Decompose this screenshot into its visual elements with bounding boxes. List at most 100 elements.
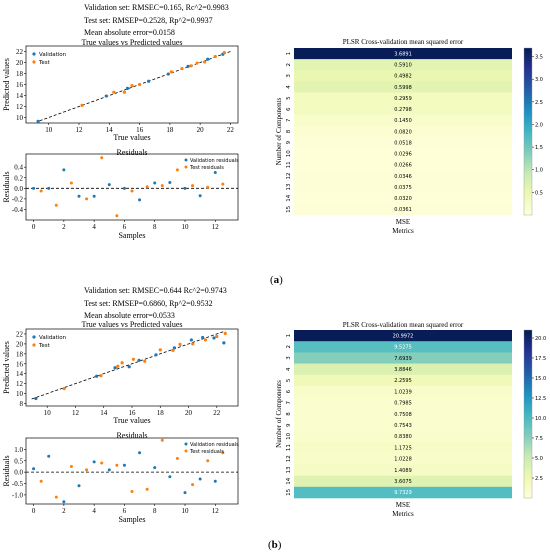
heatmap-cell bbox=[294, 475, 512, 488]
test-residual-point bbox=[191, 184, 195, 188]
colorbar-tick-label: 1.0 bbox=[535, 168, 543, 174]
heatmap-column-label: MSE bbox=[396, 218, 410, 226]
colorbar-segment bbox=[524, 436, 532, 440]
residuals-xlabel: Samples bbox=[118, 515, 145, 524]
heatmap-row-label: 11 bbox=[286, 161, 292, 168]
heatmap-cell-value: 0.7985 bbox=[394, 401, 412, 407]
residuals-ytick-label: 0.2 bbox=[14, 174, 23, 182]
residuals-xtick-label: 12 bbox=[212, 507, 220, 515]
heatmap-cell-value: 7.6939 bbox=[394, 356, 412, 362]
colorbar-segment bbox=[524, 394, 532, 398]
scatter-xtick-label: 14 bbox=[106, 126, 114, 134]
test-point bbox=[120, 361, 124, 365]
legend-test-residuals-marker bbox=[184, 165, 188, 169]
residuals-frame bbox=[25, 437, 239, 505]
colorbar-segment bbox=[524, 369, 532, 373]
colorbar-segment bbox=[524, 400, 532, 404]
colorbar-segment bbox=[524, 428, 532, 432]
heatmap-row-label: 10 bbox=[286, 432, 292, 439]
validation-point bbox=[34, 396, 38, 401]
identity-line bbox=[39, 50, 233, 122]
validation-residual-point bbox=[122, 186, 126, 190]
heatmap-row-label: 10 bbox=[286, 150, 292, 157]
validation-residual-point bbox=[183, 186, 187, 190]
colorbar-segment bbox=[524, 148, 532, 152]
colorbar-segment bbox=[524, 162, 532, 166]
heatmap-row-label: 14 bbox=[286, 194, 292, 201]
scatter-ytick-label: 12 bbox=[16, 380, 24, 388]
residuals-ytick-label: 0.0 bbox=[14, 185, 23, 193]
colorbar-segment bbox=[524, 212, 532, 216]
colorbar-segment bbox=[524, 139, 532, 144]
heatmap-cell bbox=[294, 159, 512, 171]
heatmap-cell-value: 0.7543 bbox=[394, 423, 412, 429]
scatter-ytick-label: 20 bbox=[16, 59, 24, 67]
colorbar-segment bbox=[524, 450, 532, 454]
validation-residual-point bbox=[198, 477, 202, 481]
colorbar-segment bbox=[524, 425, 532, 429]
heatmap-column-label: MSE bbox=[396, 501, 410, 509]
validation-residual-point bbox=[107, 468, 111, 472]
scatter-ytick-label: 14 bbox=[16, 92, 24, 100]
residuals-xtick-label: 0 bbox=[32, 507, 36, 515]
colorbar-segment bbox=[524, 53, 532, 57]
heatmap-cell-value: 0.2959 bbox=[394, 96, 412, 102]
colorbar-tick-label: 12.5 bbox=[535, 396, 546, 402]
heatmap-ylabel: Number of Components bbox=[275, 380, 283, 448]
validation-residual-point bbox=[92, 194, 96, 198]
heatmap-row-label: 9 bbox=[286, 423, 292, 427]
validation-residual-point bbox=[32, 467, 36, 471]
colorbar-segment bbox=[524, 458, 532, 462]
validation-residual-point bbox=[77, 194, 81, 198]
validation-point bbox=[154, 353, 158, 357]
heatmap-row-label: 4 bbox=[286, 85, 292, 89]
validation-residual-point bbox=[62, 168, 66, 172]
heatmap-cell bbox=[294, 430, 512, 443]
residuals-xtick-label: 10 bbox=[182, 223, 190, 231]
heatmap-row-label: 15 bbox=[286, 488, 292, 495]
residuals-title: Residuals bbox=[116, 148, 147, 157]
residuals-xtick-label: 0 bbox=[32, 223, 36, 231]
heatmap-row-label: 9 bbox=[286, 140, 292, 144]
scatter-ytick-label: 12 bbox=[16, 103, 24, 111]
colorbar-segment bbox=[524, 374, 532, 378]
colorbar-segment bbox=[524, 408, 532, 412]
residuals-ylabel: Residuals bbox=[2, 171, 11, 202]
colorbar-segment bbox=[524, 81, 532, 85]
colorbar-segment bbox=[524, 358, 532, 362]
colorbar-segment bbox=[524, 50, 532, 54]
residuals-plot: Residuals 0 2 4 6 8 10 12 -1.0 -0.5 0.0 0.5 1.0 Sampl… bbox=[2, 431, 239, 524]
colorbar-segment bbox=[524, 59, 532, 63]
heatmap-cell-value: 0.7508 bbox=[394, 412, 412, 418]
heatmap-cell bbox=[294, 70, 512, 82]
colorbar-segment bbox=[524, 89, 532, 93]
test-point bbox=[122, 90, 127, 94]
colorbar-segment bbox=[524, 67, 532, 71]
scatter-ytick-label: 18 bbox=[16, 70, 24, 78]
residuals-ytick-label: 1.0 bbox=[14, 446, 23, 454]
colorbar-segment bbox=[524, 150, 532, 155]
heatmap-cell-value: 9.5275 bbox=[394, 345, 412, 351]
residuals-ytick-label: -0.5 bbox=[12, 480, 24, 488]
colorbar-segment bbox=[524, 109, 532, 113]
heatmap-cell-value: 0.8380 bbox=[394, 434, 412, 440]
colorbar-segment bbox=[524, 56, 532, 60]
heatmap-cell bbox=[294, 442, 512, 454]
validation-residual-point bbox=[183, 491, 187, 495]
colorbar-segment bbox=[524, 484, 532, 488]
scatter-xtick-label: 22 bbox=[213, 409, 221, 417]
validation-point bbox=[212, 336, 216, 340]
test-residual-point bbox=[206, 185, 210, 189]
heatmap-cell-value: 0.0820 bbox=[394, 129, 412, 135]
colorbar-tick-label: 7.5 bbox=[535, 436, 543, 442]
colorbar-segment bbox=[524, 159, 532, 163]
test-residual-point bbox=[54, 203, 58, 207]
colorbar-tick-label: 20.0 bbox=[535, 336, 546, 342]
colorbar-segment bbox=[524, 137, 532, 141]
scatter-plot: True values vs Predicted values 10 12 14 16 1… bbox=[2, 38, 239, 142]
colorbar-tick-label: 10.0 bbox=[535, 416, 546, 422]
colorbar-segment bbox=[524, 447, 532, 451]
scatter-ytick-label: 16 bbox=[16, 360, 24, 368]
test-residual-point bbox=[39, 479, 43, 483]
residuals-xtick-label: 2 bbox=[62, 507, 66, 515]
